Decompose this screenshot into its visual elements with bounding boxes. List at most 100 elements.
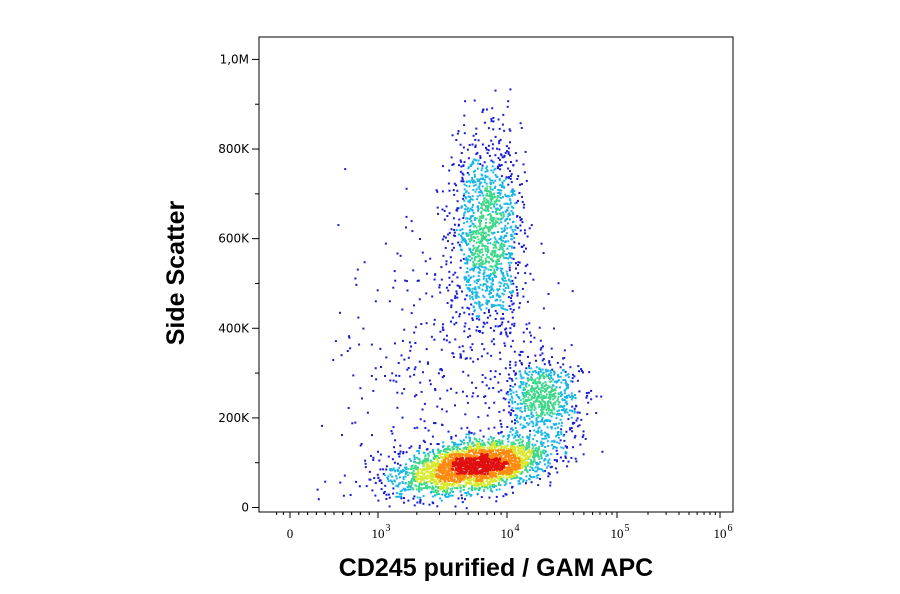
event-dot — [452, 461, 455, 464]
event-dot — [511, 486, 513, 489]
event-dot — [418, 484, 421, 487]
event-dot — [343, 474, 346, 477]
event-dot — [458, 346, 461, 349]
event-dot — [498, 179, 501, 182]
event-dot — [498, 451, 500, 454]
event-dot — [510, 275, 512, 278]
event-dot — [513, 454, 516, 457]
event-dot — [459, 458, 462, 461]
event-dot — [542, 376, 545, 379]
event-dot — [395, 374, 398, 377]
event-dot — [487, 482, 490, 485]
event-dot — [494, 154, 497, 157]
event-dot — [496, 260, 499, 263]
event-dot — [520, 415, 523, 418]
event-dot — [478, 489, 480, 492]
event-dot — [502, 479, 505, 482]
event-dot — [519, 183, 521, 186]
event-dot — [496, 194, 499, 197]
event-dot — [402, 478, 405, 481]
event-dot — [382, 473, 385, 475]
event-dot — [418, 298, 421, 301]
event-dot — [519, 229, 522, 232]
event-dot — [493, 203, 495, 206]
event-dot — [452, 479, 455, 482]
event-dot — [479, 429, 482, 432]
event-dot — [446, 489, 449, 492]
event-dot — [498, 158, 501, 161]
event-dot — [465, 284, 468, 287]
event-dot — [509, 360, 512, 363]
event-dot — [529, 452, 532, 455]
event-dot — [423, 469, 426, 472]
event-dot — [425, 470, 428, 473]
event-dot — [440, 483, 443, 486]
event-dot — [557, 375, 560, 378]
event-dot — [472, 470, 475, 473]
event-dot — [558, 406, 561, 409]
event-dot — [462, 457, 464, 460]
event-dot — [447, 445, 449, 448]
event-dot — [458, 443, 461, 446]
event-dot — [506, 469, 509, 472]
event-dot — [468, 218, 471, 220]
event-dot — [467, 274, 470, 277]
event-dot — [545, 370, 548, 373]
event-dot — [450, 469, 453, 472]
event-dot — [525, 367, 528, 370]
event-dot — [535, 430, 538, 433]
event-dot — [491, 471, 494, 474]
event-dot — [448, 341, 451, 344]
event-dot — [530, 378, 533, 381]
event-dot — [539, 339, 542, 342]
event-dot — [474, 190, 477, 193]
event-dot — [471, 232, 474, 235]
event-dot — [485, 206, 488, 209]
event-dot — [436, 469, 439, 472]
event-dot — [503, 342, 506, 345]
event-dot — [489, 483, 492, 486]
event-dot — [489, 183, 492, 186]
event-dot — [548, 385, 551, 388]
event-dot — [491, 278, 494, 281]
event-dot — [501, 251, 504, 254]
event-dot — [491, 179, 494, 182]
event-dot — [451, 475, 454, 478]
event-dot — [346, 350, 349, 352]
event-dot — [547, 293, 550, 295]
event-dot — [453, 469, 456, 472]
event-dot — [499, 245, 502, 248]
event-dot — [492, 471, 495, 474]
event-dot — [489, 242, 492, 245]
event-dot — [522, 381, 525, 384]
event-dot — [419, 381, 422, 384]
event-dot — [483, 312, 486, 314]
event-dot — [527, 451, 529, 454]
event-dot — [461, 497, 463, 500]
event-dot — [510, 467, 513, 470]
event-dot — [487, 144, 490, 147]
event-dot — [495, 449, 498, 452]
event-dot — [483, 458, 485, 461]
event-dot — [498, 191, 501, 194]
event-dot — [546, 420, 549, 422]
event-dot — [435, 463, 438, 466]
event-dot — [507, 183, 510, 186]
event-dot — [471, 222, 474, 225]
event-dot — [543, 413, 546, 416]
event-dot — [494, 453, 497, 456]
event-dot — [440, 467, 443, 470]
event-dot — [515, 390, 518, 393]
event-dot — [486, 152, 489, 155]
event-dot — [441, 238, 444, 241]
event-dot — [499, 267, 502, 270]
event-dot — [456, 207, 459, 210]
event-dot — [444, 462, 447, 465]
event-dot — [411, 478, 414, 481]
event-dot — [349, 494, 352, 496]
event-dot — [556, 431, 559, 434]
event-dot — [547, 375, 550, 378]
event-dot — [377, 476, 380, 479]
event-dot — [490, 203, 492, 206]
event-dot — [505, 202, 508, 205]
